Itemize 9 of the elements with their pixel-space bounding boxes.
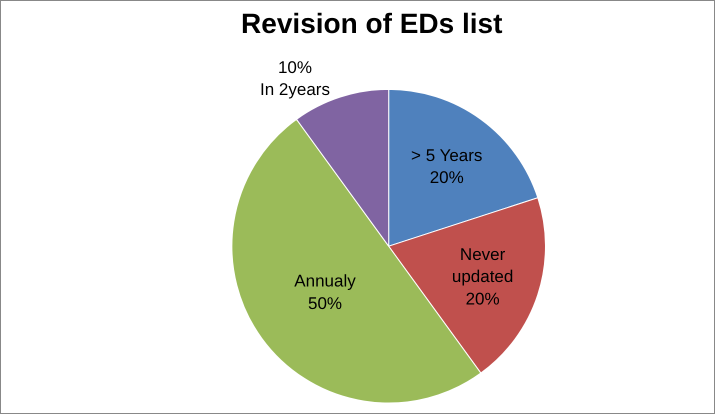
slice-label: > 5 Years [411,146,482,165]
slice-label: Never updated [452,245,514,286]
chart-title: Revision of EDs list [241,8,502,39]
slice-label: Annualy [294,272,356,291]
data-label: 20% [430,168,464,187]
data-label: 10% [278,58,312,77]
data-label: 20% [466,289,500,308]
slice-label: In 2years [260,80,330,100]
data-label: 50% [308,294,342,313]
